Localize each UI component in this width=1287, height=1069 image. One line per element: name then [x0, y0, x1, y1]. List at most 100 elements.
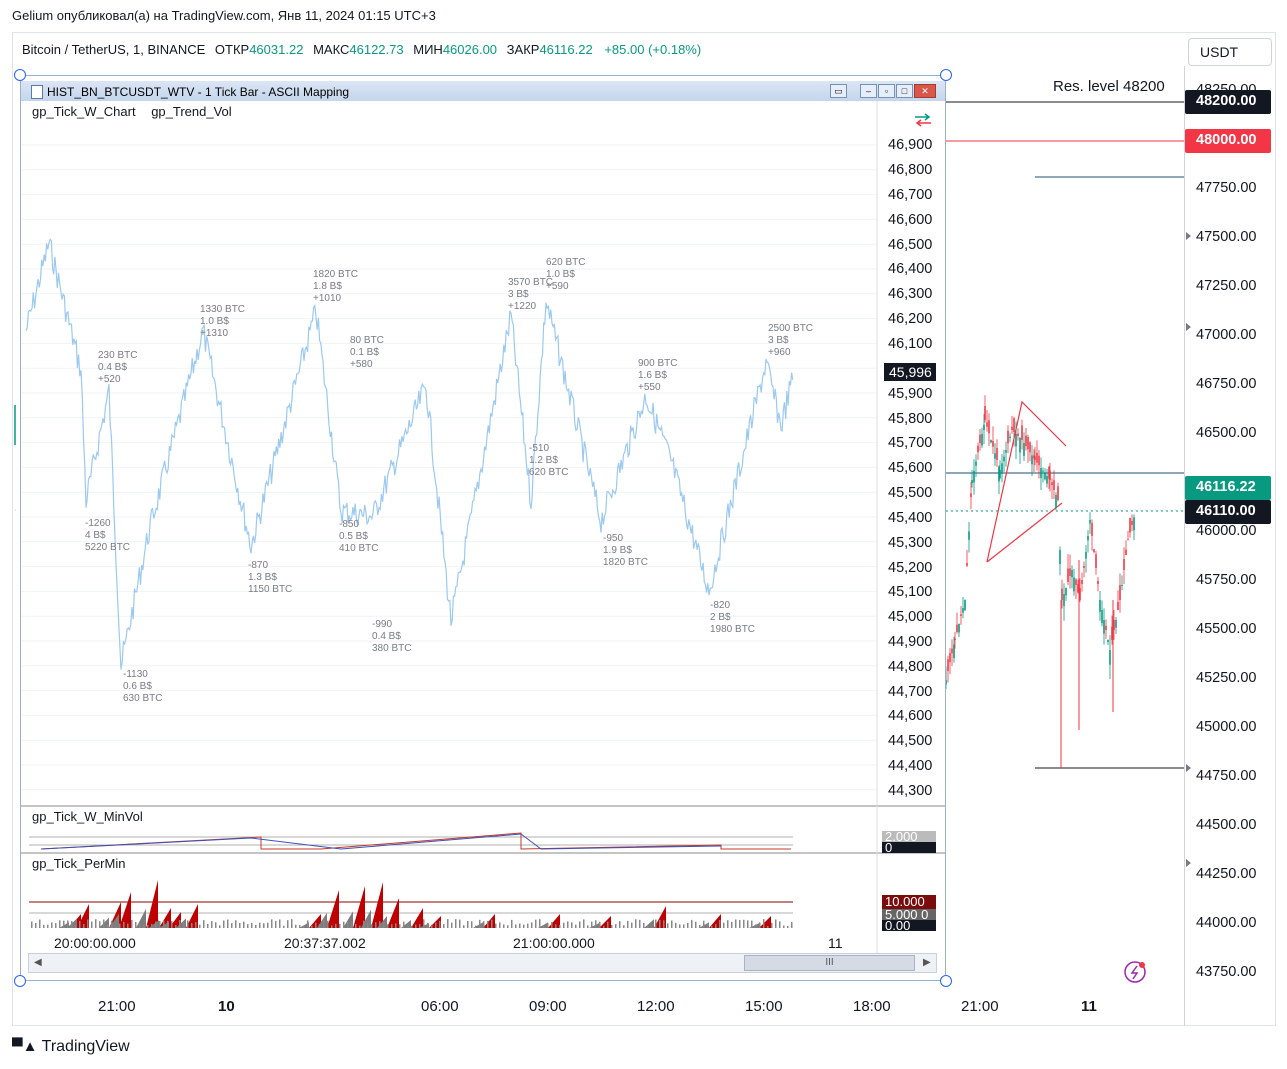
swing-annotation: 1820 BTC 1.8 B$ +1010: [313, 269, 359, 304]
permin-label-1: 10.000: [882, 895, 936, 909]
window-price-label: 46,400: [888, 261, 933, 277]
swing-annotation: -1260 4 B$ 5220 BTC: [85, 518, 131, 553]
window-maximize-button[interactable]: □: [896, 84, 913, 98]
permin-axis: 10.000 5.000 0 0.00: [882, 895, 936, 931]
time-axis-label: 11: [1081, 998, 1097, 1015]
publication-info: Gelium опубликовал(а) на TradingView.com…: [12, 8, 436, 23]
low-label: МИН: [413, 42, 443, 57]
last-price-tag: 46116.22: [1185, 476, 1271, 500]
open-value: 46031.22: [249, 42, 304, 57]
swing-annotation: -990 0.4 B$ 380 BTC: [372, 619, 412, 654]
close-value: 46116.22: [539, 42, 593, 57]
window-price-label: 45,600: [888, 460, 933, 476]
window-chart-area[interactable]: [21, 101, 945, 953]
window-close-button[interactable]: ✕: [914, 84, 936, 98]
high-value: 46122.73: [349, 42, 404, 57]
window-time-4: 11: [828, 935, 843, 951]
minvol-axis: 2.000 0: [882, 831, 936, 853]
time-axis-label: 21:00: [98, 998, 136, 1015]
currency-selector[interactable]: USDT: [1188, 38, 1272, 66]
swing-annotation: -510 1.2 B$ 620 BTC: [529, 443, 569, 478]
horizontal-scrollbar[interactable]: [28, 953, 937, 973]
permin-label-3: 0.00: [882, 919, 936, 931]
window-price-label: 45,000: [888, 609, 933, 625]
price-axis-label: 47250.00: [1196, 278, 1257, 294]
change-value: +85.00 (+0.18%): [604, 42, 702, 57]
triangle-drawing: [986, 400, 1067, 563]
window-price-label: 45,500: [888, 485, 933, 501]
resize-handle-br[interactable]: [940, 975, 952, 987]
resistance-price-tag: 48200.00: [1185, 90, 1271, 114]
window-price-label: 45,300: [888, 535, 933, 551]
swing-annotation: -950 1.9 B$ 1820 BTC: [603, 533, 649, 568]
window-price-label: 46,700: [888, 187, 933, 203]
window-price-label: 46,100: [888, 336, 933, 352]
pane-minvol-title[interactable]: gp_Tick_W_MinVol: [32, 809, 143, 824]
price-axis-label: 45250.00: [1196, 670, 1257, 686]
swing-annotation: 900 BTC 1.6 B$ +550: [638, 358, 678, 393]
price-axis-label: 44500.00: [1196, 817, 1257, 833]
time-axis-label: 12:00: [637, 998, 675, 1015]
main-pane-indicators: gp_Tick_W_Chart gp_Trend_Vol: [32, 104, 232, 119]
resize-handle-tl[interactable]: [14, 69, 26, 81]
price-axis-label: 44000.00: [1196, 915, 1257, 931]
window-price-label: 45,100: [888, 584, 933, 600]
window-price-label: 44,700: [888, 684, 933, 700]
tradingview-logo-icon: ▀▲: [12, 1038, 38, 1055]
document-icon: [31, 85, 43, 99]
tradingview-logo[interactable]: ▀▲ TradingView: [12, 1038, 130, 1055]
swing-annotation: 620 BTC 1.0 B$ +590: [546, 257, 586, 292]
price-axis-label: 43750.00: [1196, 964, 1257, 980]
price-axis-label: 46000.00: [1196, 523, 1257, 539]
crosshair-price-tag: 46110.00: [1185, 500, 1271, 524]
chart-frame: [12, 32, 1276, 1026]
swing-annotation: 1330 BTC 1.0 B$ +1310: [200, 304, 246, 339]
window-price-label: 44,900: [888, 634, 933, 650]
tick-price-line: [25, 238, 794, 670]
time-axis-label: 10: [218, 998, 235, 1015]
swing-annotation: 230 BTC 0.4 B$ +520: [98, 350, 138, 385]
resize-handle-bl[interactable]: [14, 975, 26, 987]
window-price-label: 44,400: [888, 758, 933, 774]
price-axis-label: 47500.00: [1196, 229, 1257, 245]
scroll-left-arrow[interactable]: ◀: [34, 957, 42, 968]
swing-annotation: -1130 0.6 B$ 630 BTC: [123, 669, 163, 704]
swing-annotation: -850 0.5 B$ 410 BTC: [339, 519, 379, 554]
scrollbar-thumb[interactable]: III: [744, 955, 915, 971]
lightning-icon: [1124, 961, 1146, 983]
window-titlebar[interactable]: [21, 81, 945, 101]
window-price-label: 46,200: [888, 311, 933, 327]
window-pin-button[interactable]: ▭: [830, 84, 847, 98]
price-axis-label: 45750.00: [1196, 572, 1257, 588]
window-last-price-tag: 45,996: [884, 363, 936, 381]
window-price-label: 45,200: [888, 560, 933, 576]
arrows-icon: [915, 113, 931, 127]
window-price-label: 44,300: [888, 783, 933, 799]
candles: [945, 395, 1135, 768]
window-price-label: 45,800: [888, 411, 933, 427]
symbol-name[interactable]: Bitcoin / TetherUS, 1, BINANCE: [22, 42, 206, 57]
window-price-label: 46,600: [888, 212, 933, 228]
scroll-right-arrow[interactable]: ▶: [923, 957, 931, 968]
swing-annotation: 2500 BTC 3 B$ +960: [768, 323, 814, 358]
window-title: HIST_BN_BTCUSDT_WTV - 1 Tick Bar - ASCII…: [47, 85, 350, 99]
price-axis-label: 47000.00: [1196, 327, 1257, 343]
swing-annotation: 3570 BTC 3 B$ +1220: [508, 277, 554, 312]
permin-label-2: 5.000 0: [882, 908, 936, 921]
window-minimize-button[interactable]: –: [860, 84, 877, 98]
indicator-tick-w-chart[interactable]: gp_Tick_W_Chart: [32, 104, 136, 119]
indicator-trend-vol[interactable]: gp_Trend_Vol: [151, 104, 232, 119]
minvol-label-1: 2.000: [882, 831, 936, 843]
resize-handle-tr[interactable]: [940, 69, 952, 81]
pane-permin-title[interactable]: gp_Tick_PerMin: [32, 856, 126, 871]
window-restore-button[interactable]: ▫: [878, 84, 895, 98]
price-axis-label: 45000.00: [1196, 719, 1257, 735]
window-time-3: 21:00:00.000: [513, 935, 595, 951]
time-axis-label: 21:00: [961, 998, 999, 1015]
window-price-label: 46,900: [888, 137, 933, 153]
high-label: МАКС: [313, 42, 350, 57]
swing-annotation: -820 2 B$ 1980 BTC: [710, 600, 756, 635]
resistance-label: Res. level 48200: [1053, 78, 1165, 95]
embedded-chart-window[interactable]: [20, 75, 946, 981]
